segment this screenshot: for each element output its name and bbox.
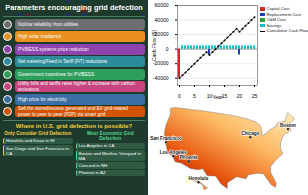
html-text:Los Angeles in CA: Los Angeles in CA <box>78 143 115 149</box>
svg-text:Honolulu: Honolulu <box>189 176 209 181</box>
html-text:San Diego and San Francisco in: San Diego and San Francisco in CA <box>6 145 69 156</box>
html-text:Where in U.S. grid defection i: Where in U.S. grid defection is possible… <box>15 123 133 130</box>
html-text:High price for electricity: High price for electricity <box>18 96 67 102</box>
svg-text:Chicago: Chicago <box>241 131 259 136</box>
html-text:Phoenix in AZ: Phoenix in AZ <box>78 170 106 176</box>
svg-text:Los Angeles: Los Angeles <box>159 150 187 156</box>
html-text:Most Economic Grid Defection: Most Economic Grid Defection <box>86 131 134 142</box>
svg-text:25: 25 <box>252 93 258 99</box>
html-text:Capital Cost: Capital Cost <box>266 6 290 11</box>
svg-text:20000: 20000 <box>154 31 169 38</box>
svg-text:10: 10 <box>206 93 213 100</box>
svg-text:Cash Flow ($): Cash Flow ($) <box>151 30 157 61</box>
html-text:Parameters encouraging grid de: Parameters encouraging grid defection <box>5 3 143 12</box>
svg-text:-40000: -40000 <box>153 75 169 81</box>
html-text:O&M Cost: O&M Cost <box>266 17 286 23</box>
html-text:Concord in NH: Concord in NH <box>78 163 108 168</box>
html-text:Cumulative Cash Flow: Cumulative Cash Flow <box>266 28 308 34</box>
svg-text:San Francisco: San Francisco <box>150 136 182 141</box>
svg-text:Phoenix: Phoenix <box>180 155 198 160</box>
html-text:Government incentives for PV/B: Government incentives for PV/BESS <box>18 71 95 77</box>
svg-text:0: 0 <box>166 46 169 52</box>
html-text:Net metering/Feed in Tariff (F: Net metering/Feed in Tariff (FiT) reduct… <box>18 59 108 64</box>
svg-text:Boston: Boston <box>280 123 296 128</box>
html-text:Boston and Marthas Vineyard in: Boston and Marthas Vineyard in MA <box>78 150 141 161</box>
svg-text:5: 5 <box>193 93 196 99</box>
html-text:No/low reliability from utilit: No/low reliability from utilities <box>18 21 79 27</box>
html-text:Only Consider Grid Defection: Only Consider Grid Defection <box>4 131 72 137</box>
html-text:Sell the stored/excess generat: Sell the stored/excess generated and EV … <box>18 106 128 117</box>
html-text:Utility bills and tariffs rais: Utility bills and tariffs raise higher &… <box>18 81 136 92</box>
svg-text:60000: 60000 <box>155 2 169 8</box>
svg-text:Year: Year <box>212 94 222 100</box>
svg-text:15: 15 <box>222 93 228 99</box>
svg-text:40000: 40000 <box>155 17 169 23</box>
html-text:PV/BESS systems price reductio: PV/BESS systems price reduction <box>18 46 89 52</box>
html-text:Savings: Savings <box>266 22 282 28</box>
svg-text:0: 0 <box>178 93 181 99</box>
svg-text:20: 20 <box>237 93 243 99</box>
html-text:Replacement Cost: Replacement Cost <box>266 11 301 17</box>
svg-text:-20000: -20000 <box>152 60 169 67</box>
html-text:Honolulu and Kauai in HI: Honolulu and Kauai in HI <box>6 138 55 144</box>
html-text:High solar irradiance: High solar irradiance <box>18 34 61 40</box>
